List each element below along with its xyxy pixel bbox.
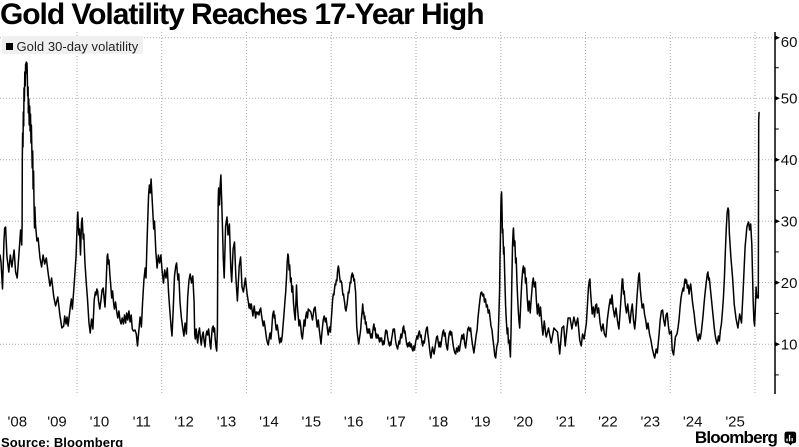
svg-text:'24: '24 xyxy=(683,414,703,431)
svg-text:'21: '21 xyxy=(556,414,576,431)
svg-text:'20: '20 xyxy=(513,414,533,431)
svg-text:60: 60 xyxy=(781,34,798,51)
svg-text:'08: '08 xyxy=(8,414,28,431)
svg-text:'13: '13 xyxy=(217,414,237,431)
svg-text:'22: '22 xyxy=(598,414,618,431)
svg-text:'12: '12 xyxy=(174,414,194,431)
svg-text:'14: '14 xyxy=(259,414,279,431)
svg-text:'17: '17 xyxy=(386,414,406,431)
svg-text:30: 30 xyxy=(781,214,798,231)
svg-text:'10: '10 xyxy=(90,414,110,431)
svg-text:'11: '11 xyxy=(133,414,151,431)
svg-text:'09: '09 xyxy=(47,414,67,431)
svg-text:40: 40 xyxy=(781,152,798,169)
svg-text:20: 20 xyxy=(781,275,798,292)
svg-text:'25: '25 xyxy=(725,414,745,431)
svg-text:'16: '16 xyxy=(344,414,364,431)
svg-text:'18: '18 xyxy=(429,414,449,431)
svg-text:50: 50 xyxy=(781,91,798,108)
svg-text:'23: '23 xyxy=(641,414,661,431)
svg-text:10: 10 xyxy=(781,337,798,354)
svg-text:'15: '15 xyxy=(302,414,322,431)
svg-text:'19: '19 xyxy=(471,414,491,431)
